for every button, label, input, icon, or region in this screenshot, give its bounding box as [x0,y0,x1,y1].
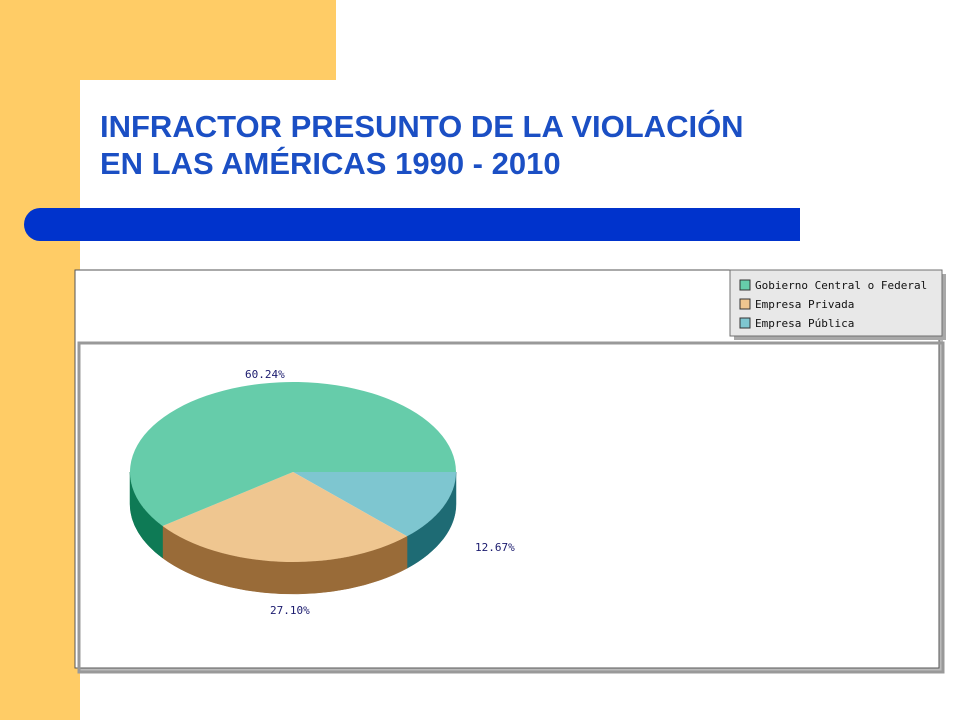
chart-legend: Gobierno Central o Federal Empresa Privad… [729,269,946,340]
legend-label-empresa-privada: Empresa Privada [755,298,854,311]
legend-swatch-gobierno-central-o-federal [739,279,751,291]
pie-tops [130,382,457,562]
slide-title-line-2: EN LAS AMÉRICAS 1990 - 2010 [100,146,561,181]
pie-slice-empresa-privada [162,472,408,562]
legend-label-empresa-publica: Empresa Pública [755,317,854,330]
pie-label-empresa-publica: 12.67% [475,541,515,554]
decorative-left-strip [0,0,80,720]
legend-box [729,269,943,337]
slide-title: INFRACTOR PRESUNTO DE LA VIOLACIÓN EN LA… [100,108,920,182]
pie-labels: 12.67% 27.10% 60.24% [245,368,515,617]
pie-label-gobierno-central-o-federal: 60.24% [245,368,285,381]
title-bar-shape [24,208,800,241]
decorative-top-strip [0,0,336,80]
legend-swatch-empresa-privada [739,298,751,310]
pie-label-empresa-privada: 27.10% [270,604,310,617]
pie-slice-gobierno-central-o-federal [130,382,457,526]
title-underline-bar [24,208,800,241]
legend-swatch-empresa-publica [739,317,751,329]
chart-plot-box-shadow [77,341,945,674]
legend-label-gobierno-central-o-federal: Gobierno Central o Federal [755,279,927,292]
slide-title-line-1: INFRACTOR PRESUNTO DE LA VIOLACIÓN [100,109,744,144]
pie-slice-empresa-publica [293,472,457,537]
